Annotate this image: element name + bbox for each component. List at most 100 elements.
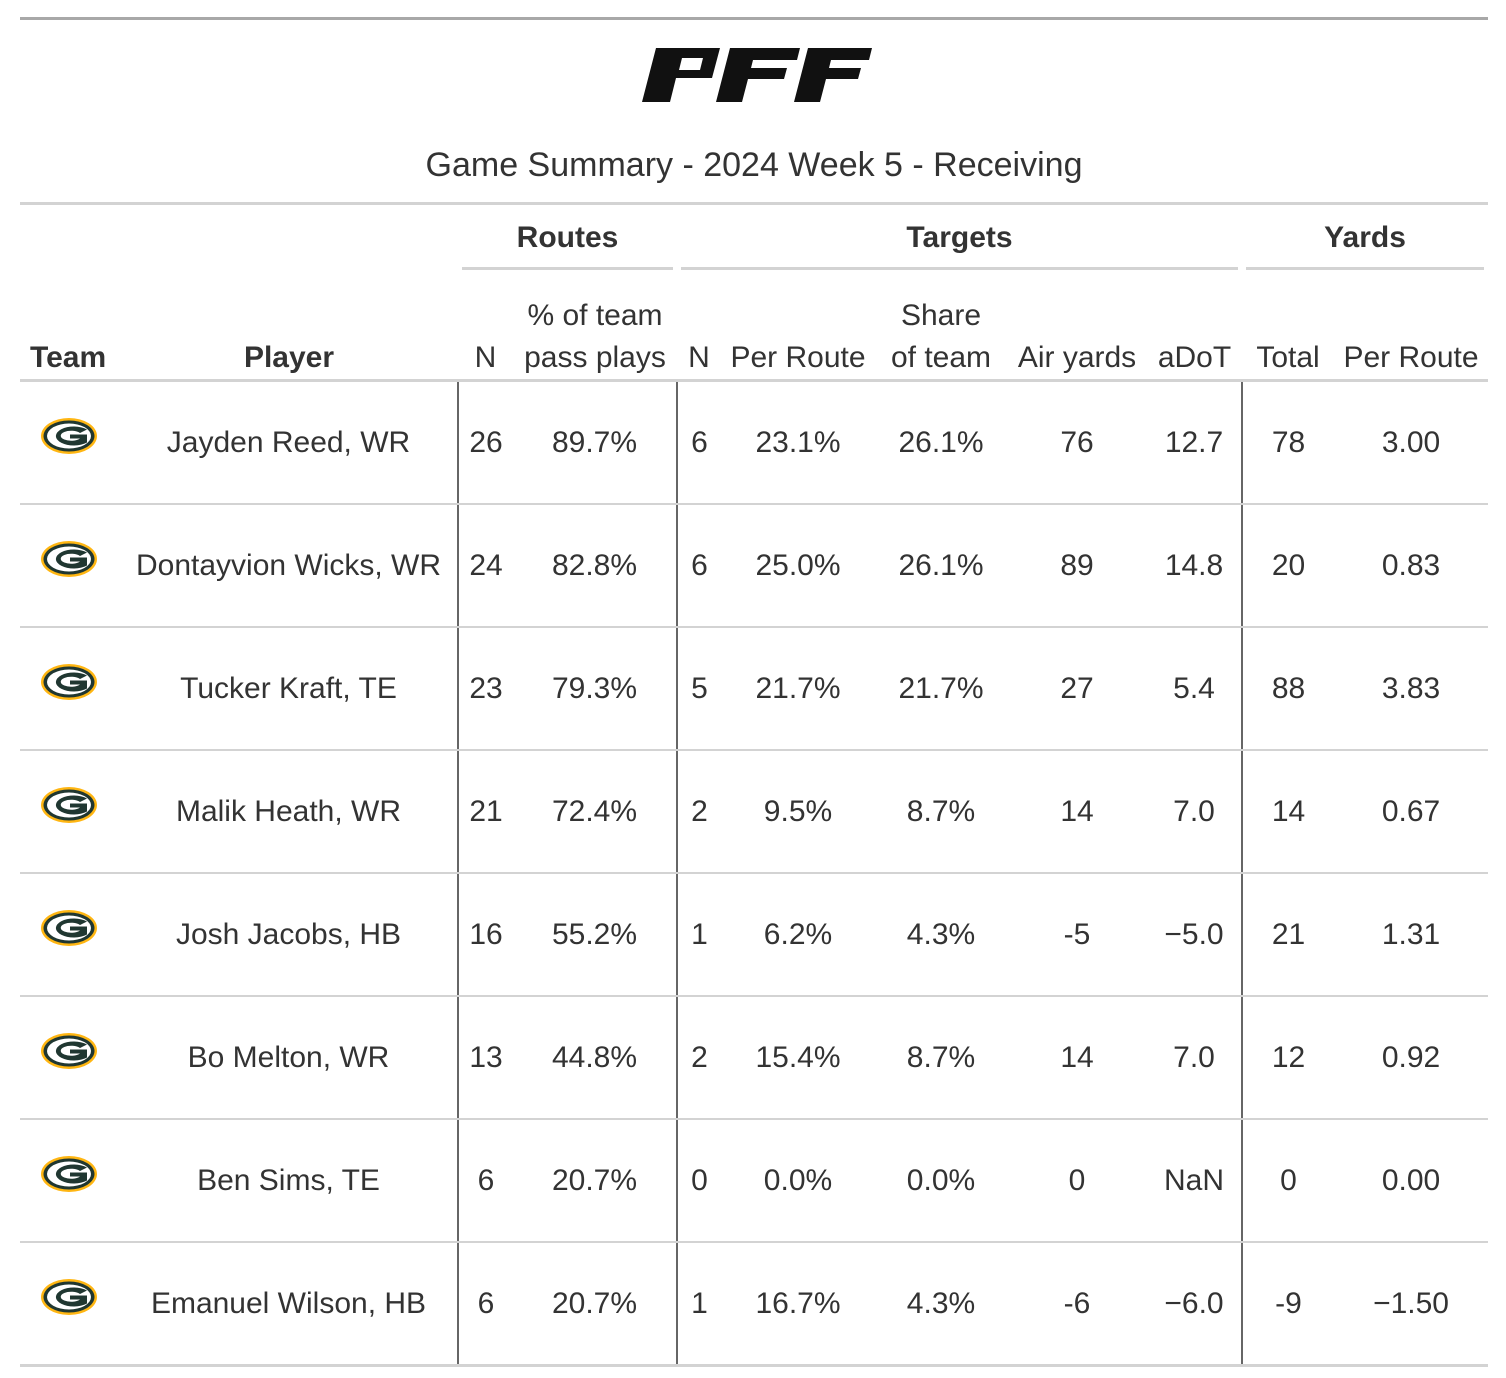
cell-routes-pct: 20.7% bbox=[513, 1242, 677, 1367]
cell-adot: 7.0 bbox=[1147, 750, 1243, 874]
spanner-row: Routes Targets Yards bbox=[20, 205, 1488, 271]
cell-air-yards: 27 bbox=[1007, 627, 1147, 751]
receiving-table: Routes Targets Yards Team Player N % of … bbox=[20, 205, 1489, 1367]
cell-routes-n: 6 bbox=[457, 1242, 513, 1367]
col-routes-pct: % of team pass plays bbox=[513, 271, 677, 382]
cell-air-yards: 14 bbox=[1007, 750, 1147, 874]
packers-logo-icon bbox=[41, 540, 97, 577]
cell-routes-n: 21 bbox=[457, 750, 513, 874]
packers-logo-icon bbox=[41, 1155, 97, 1192]
cell-player: Bo Melton, WR bbox=[120, 996, 458, 1120]
cell-adot: 7.0 bbox=[1147, 996, 1243, 1120]
cell-yards-total: 20 bbox=[1241, 504, 1335, 628]
cell-adot: 5.4 bbox=[1147, 627, 1243, 751]
cell-routes-pct: 82.8% bbox=[513, 504, 677, 628]
cell-air-yards: -6 bbox=[1007, 1242, 1147, 1367]
cell-targets-n: 1 bbox=[676, 873, 721, 997]
cell-targets-per-route: 23.1% bbox=[721, 380, 875, 505]
cell-routes-pct: 79.3% bbox=[513, 627, 677, 751]
table-row: Jayden Reed, WR 26 89.7% 6 23.1% 26.1% 76 12.7 7… bbox=[20, 380, 1489, 505]
col-player: Player bbox=[120, 271, 458, 382]
cell-yards-per-route: 0.92 bbox=[1334, 996, 1489, 1120]
cell-yards-total: -9 bbox=[1241, 1242, 1335, 1367]
col-adot: aDoT bbox=[1147, 271, 1243, 382]
cell-player: Ben Sims, TE bbox=[120, 1119, 458, 1243]
cell-targets-share: 4.3% bbox=[875, 873, 1007, 997]
cell-adot: 14.8 bbox=[1147, 504, 1243, 628]
cell-team bbox=[20, 750, 120, 874]
col-yards-total: Total bbox=[1242, 271, 1335, 382]
cell-routes-n: 26 bbox=[457, 380, 513, 505]
cell-yards-total: 0 bbox=[1241, 1119, 1335, 1243]
cell-yards-per-route: 3.00 bbox=[1334, 380, 1489, 505]
cell-targets-per-route: 21.7% bbox=[721, 627, 875, 751]
cell-yards-per-route: −1.50 bbox=[1334, 1242, 1489, 1367]
cell-yards-total: 21 bbox=[1241, 873, 1335, 997]
table-row: Ben Sims, TE 6 20.7% 0 0.0% 0.0% 0 NaN 0 0.00 bbox=[20, 1119, 1489, 1243]
table-row: Josh Jacobs, HB 16 55.2% 1 6.2% 4.3% -5 −5.0 21 1… bbox=[20, 873, 1489, 997]
cell-targets-n: 2 bbox=[676, 996, 721, 1120]
cell-routes-pct: 89.7% bbox=[513, 380, 677, 505]
cell-air-yards: 76 bbox=[1007, 380, 1147, 505]
cell-player: Jayden Reed, WR bbox=[120, 380, 458, 505]
cell-routes-pct: 44.8% bbox=[513, 996, 677, 1120]
cell-targets-n: 6 bbox=[676, 380, 721, 505]
cell-adot: NaN bbox=[1147, 1119, 1243, 1243]
table-row: Tucker Kraft, TE 23 79.3% 5 21.7% 21.7% 27 5.4 8… bbox=[20, 627, 1489, 751]
cell-routes-pct: 20.7% bbox=[513, 1119, 677, 1243]
cell-yards-per-route: 3.83 bbox=[1334, 627, 1489, 751]
cell-player: Tucker Kraft, TE bbox=[120, 627, 458, 751]
cell-yards-per-route: 0.67 bbox=[1334, 750, 1489, 874]
table-row: Emanuel Wilson, HB 6 20.7% 1 16.7% 4.3% -6 −6.0… bbox=[20, 1242, 1489, 1367]
cell-yards-total: 12 bbox=[1241, 996, 1335, 1120]
cell-air-yards: -5 bbox=[1007, 873, 1147, 997]
cell-team bbox=[20, 504, 120, 628]
table-row: Malik Heath, WR 21 72.4% 2 9.5% 8.7% 14 7.0 14 0.… bbox=[20, 750, 1489, 874]
cell-routes-n: 13 bbox=[457, 996, 513, 1120]
cell-team bbox=[20, 627, 120, 751]
cell-targets-share: 26.1% bbox=[875, 504, 1007, 628]
cell-team bbox=[20, 873, 120, 997]
col-yards-per-route: Per Route bbox=[1334, 271, 1489, 382]
cell-targets-share: 8.7% bbox=[875, 996, 1007, 1120]
cell-targets-share: 21.7% bbox=[875, 627, 1007, 751]
cell-targets-per-route: 0.0% bbox=[721, 1119, 875, 1243]
col-routes-n: N bbox=[458, 271, 513, 382]
cell-targets-n: 5 bbox=[676, 627, 721, 751]
packers-logo-icon bbox=[41, 1278, 97, 1315]
cell-player: Malik Heath, WR bbox=[120, 750, 458, 874]
cell-targets-per-route: 9.5% bbox=[721, 750, 875, 874]
packers-logo-icon bbox=[41, 909, 97, 946]
col-targets-share: Share of team bbox=[875, 271, 1007, 382]
spanner-routes: Routes bbox=[458, 205, 677, 271]
cell-yards-per-route: 0.00 bbox=[1334, 1119, 1489, 1243]
title-rule bbox=[20, 202, 1488, 205]
col-air-yards: Air yards bbox=[1007, 271, 1147, 382]
cell-air-yards: 0 bbox=[1007, 1119, 1147, 1243]
column-header-row: Team Player N % of team pass plays N Per … bbox=[20, 271, 1489, 382]
cell-yards-per-route: 0.83 bbox=[1334, 504, 1489, 628]
spanner-yards: Yards bbox=[1242, 205, 1488, 271]
cell-targets-per-route: 6.2% bbox=[721, 873, 875, 997]
table-row: Bo Melton, WR 13 44.8% 2 15.4% 8.7% 14 7.0 12 0.9… bbox=[20, 996, 1489, 1120]
cell-routes-pct: 72.4% bbox=[513, 750, 677, 874]
top-rule bbox=[20, 17, 1488, 20]
cell-yards-per-route: 1.31 bbox=[1334, 873, 1489, 997]
cell-air-yards: 89 bbox=[1007, 504, 1147, 628]
cell-targets-n: 2 bbox=[676, 750, 721, 874]
cell-targets-share: 0.0% bbox=[875, 1119, 1007, 1243]
cell-targets-per-route: 15.4% bbox=[721, 996, 875, 1120]
cell-routes-n: 24 bbox=[457, 504, 513, 628]
cell-adot: −5.0 bbox=[1147, 873, 1243, 997]
cell-routes-pct: 55.2% bbox=[513, 873, 677, 997]
table-body: Jayden Reed, WR 26 89.7% 6 23.1% 26.1% 76 12.7 7… bbox=[20, 380, 1489, 1367]
spanner-targets: Targets bbox=[677, 205, 1242, 271]
cell-player: Dontayvion Wicks, WR bbox=[120, 504, 458, 628]
table-row: Dontayvion Wicks, WR 24 82.8% 6 25.0% 26.1% 89… bbox=[20, 504, 1489, 628]
cell-routes-n: 16 bbox=[457, 873, 513, 997]
cell-yards-total: 14 bbox=[1241, 750, 1335, 874]
col-targets-per-route: Per Route bbox=[721, 271, 875, 382]
cell-team bbox=[20, 1242, 120, 1367]
cell-targets-n: 0 bbox=[676, 1119, 721, 1243]
cell-targets-share: 26.1% bbox=[875, 380, 1007, 505]
